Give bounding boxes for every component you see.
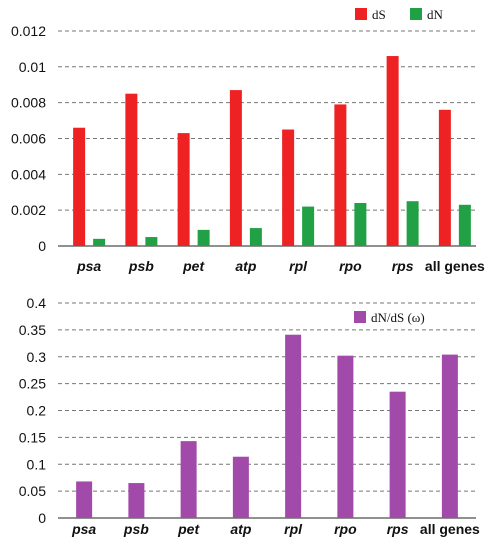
x-tick-label: rpl — [284, 521, 303, 537]
bar-ds-atp — [229, 90, 242, 246]
y-tick-label: 0.01 — [19, 59, 46, 75]
y-tick-label: 0 — [38, 238, 46, 254]
y-tick-label: 0.004 — [11, 166, 46, 182]
bar-ds-psa — [73, 127, 86, 246]
x-tick-label: psa — [71, 521, 96, 537]
bar-dnds-atp — [232, 456, 249, 518]
y-tick-label: 0.3 — [27, 349, 47, 365]
x-tick-label: psa — [76, 258, 101, 274]
bar-dn-rpo — [354, 202, 367, 246]
bar-dnds-all-genes — [441, 354, 458, 518]
y-tick-label: 0.2 — [27, 403, 47, 419]
y-tick-label: 0.35 — [19, 322, 46, 338]
y-tick-label: 0.1 — [27, 456, 47, 472]
legend-swatch — [354, 311, 366, 323]
bar-dn-psa — [93, 238, 106, 246]
x-tick-label: all genes — [425, 258, 485, 274]
y-tick-label: 0 — [38, 510, 46, 526]
bar-ds-rpo — [334, 104, 347, 246]
bar-dn-rps — [406, 201, 419, 246]
legend-swatch — [355, 8, 367, 20]
bar-dn-rpl — [302, 206, 315, 246]
bar-ds-rps — [386, 56, 399, 246]
panel-bottom-omega-chart: 0 0.05 0.1 0.15 0.2 0.25 0.3 0.35 0.4 psa psb pet at… — [19, 295, 480, 537]
x-tick-label: rpo — [339, 258, 362, 274]
bar-dnds-rpl — [285, 334, 302, 518]
bar-ds-all-genes — [438, 109, 451, 246]
legend-label: dN/dS (ω) — [371, 310, 425, 325]
x-tick-label: atp — [230, 521, 251, 537]
bar-dnds-pet — [180, 441, 197, 518]
bar-ds-rpl — [282, 129, 295, 246]
panel-top-dS-dN-chart: 0 0.002 0.004 0.006 0.008 0.01 0.012 psa psb pet a… — [11, 7, 485, 274]
y-tick-label: 0.15 — [19, 429, 46, 445]
legend-label: dS — [372, 7, 386, 22]
x-tick-label: all genes — [420, 521, 480, 537]
bar-dn-psb — [145, 237, 158, 246]
y-tick-label: 0.4 — [27, 295, 47, 311]
bar-dnds-rps — [389, 391, 406, 518]
x-tick-label: rps — [387, 521, 409, 537]
x-tick-label: pet — [177, 521, 200, 537]
y-tick-label: 0.012 — [11, 23, 46, 39]
x-tick-label: rps — [392, 258, 414, 274]
bar-dn-atp — [249, 228, 262, 246]
y-tick-label: 0.05 — [19, 483, 46, 499]
y-tick-label: 0.008 — [11, 95, 46, 111]
bar-ds-psb — [125, 93, 138, 247]
x-tick-label: pet — [182, 258, 205, 274]
bar-ds-pet — [177, 133, 190, 246]
x-tick-label: atp — [235, 258, 256, 274]
bar-dnds-rpo — [337, 355, 354, 518]
x-tick-label: psb — [123, 521, 149, 537]
y-tick-label: 0.002 — [11, 202, 46, 218]
bar-dn-pet — [197, 229, 210, 246]
y-tick-label: 0.25 — [19, 376, 46, 392]
legend-label: dN — [427, 7, 444, 22]
bar-dnds-psb — [128, 483, 145, 518]
x-tick-label: psb — [128, 258, 154, 274]
bar-dn-all-genes — [458, 204, 471, 246]
x-tick-label: rpl — [289, 258, 308, 274]
bar-dnds-psa — [76, 481, 93, 518]
y-tick-label: 0.006 — [11, 130, 46, 146]
x-tick-label: rpo — [334, 521, 357, 537]
legend-swatch — [410, 8, 422, 20]
